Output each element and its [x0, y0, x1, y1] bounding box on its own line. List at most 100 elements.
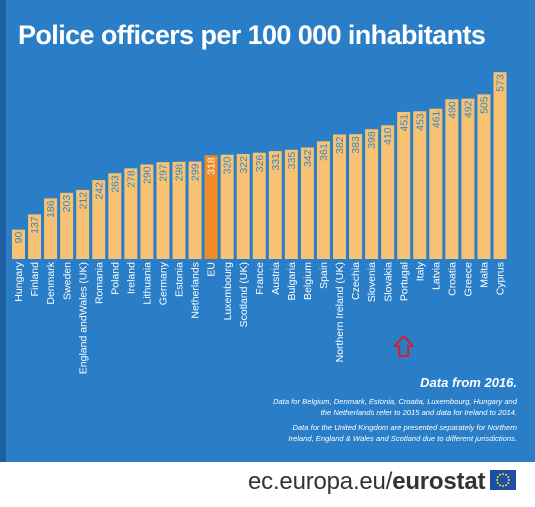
category-label: Italy [414, 261, 426, 281]
value-label: 322 [238, 156, 250, 174]
category-label: Romania [93, 262, 105, 304]
bar-romania [92, 180, 106, 259]
category-label: Slovenia [366, 262, 378, 302]
value-label: 299 [190, 163, 202, 181]
up-arrow-icon [393, 335, 414, 357]
eu-flag-icon [490, 470, 516, 490]
value-label: 290 [142, 166, 154, 184]
bar-estonia [172, 161, 186, 259]
value-label: 186 [45, 200, 57, 218]
uk-jurisdiction-note: Data for the United Kingdom are presente… [288, 423, 517, 443]
category-label: Croatia [446, 262, 458, 296]
category-label: Greece [463, 262, 475, 297]
value-label: 492 [463, 100, 475, 118]
category-label: Northern Ireland (UK) [334, 262, 346, 362]
bar-slovenia [365, 129, 379, 259]
bar-spain [316, 141, 330, 259]
category-label: Cyprus [495, 262, 507, 295]
bar-portugal [397, 111, 411, 259]
bar-finland [28, 214, 42, 259]
bar-malta [477, 94, 491, 260]
category-label: Austria [270, 262, 282, 295]
category-label: Netherlands [190, 262, 202, 319]
bar-latvia [429, 108, 443, 260]
chart-title: Police officers per 100 000 inhabitants [18, 20, 486, 50]
category-label: Germany [158, 261, 170, 305]
category-label: Finland [29, 262, 41, 297]
bar-chart: 90 Hungary 137 Finland 186 Denmark 203 Sweden 21… [12, 72, 507, 374]
data-year-note: Data from 2016. [420, 375, 517, 390]
bar-croatia [445, 99, 459, 259]
bar-cyprus [493, 72, 507, 260]
value-label: 298 [174, 164, 186, 182]
value-label: 573 [495, 74, 507, 92]
category-label: Slovakia [382, 262, 394, 302]
bar-poland [108, 173, 122, 259]
bar-eu [204, 155, 218, 259]
bar-lithuania [140, 164, 154, 259]
category-label: Malta [479, 262, 491, 288]
value-label: 461 [430, 111, 442, 129]
bar-greece [461, 98, 475, 259]
category-label: Czechia [350, 262, 362, 300]
bar-austria [268, 151, 282, 259]
value-label: 342 [302, 149, 314, 167]
value-label: 451 [398, 114, 410, 132]
value-label: 398 [366, 131, 378, 149]
value-label: 297 [158, 164, 170, 182]
data-reference-note: Data for Belgium, Denmark, Estonia, Croa… [273, 397, 517, 417]
value-label: 90 [13, 232, 25, 244]
left-accent-bar [0, 0, 6, 462]
bar-ireland [124, 168, 138, 259]
bar-scotland-uk- [236, 154, 250, 259]
category-label: Poland [109, 262, 121, 295]
value-label: 320 [222, 157, 234, 175]
value-label: 212 [77, 192, 89, 210]
category-label: Lithuania [142, 262, 154, 305]
bar-netherlands [188, 161, 202, 259]
value-label: 490 [446, 101, 458, 119]
value-label: 242 [93, 182, 105, 200]
category-label: England andWales (UK) [77, 262, 89, 374]
value-label: 335 [286, 152, 298, 170]
category-label: Portugal [398, 262, 410, 301]
category-label: Bulgaria [286, 262, 298, 301]
category-label: Latvia [430, 262, 442, 290]
value-label: 263 [109, 175, 121, 193]
bar-germany [156, 162, 170, 259]
category-label: Sweden [61, 262, 73, 300]
bar-czechia [349, 134, 363, 259]
bar-sweden [60, 192, 74, 259]
bar-england-andwales-uk- [76, 189, 90, 259]
value-label: 410 [382, 127, 394, 145]
value-label: 137 [29, 216, 41, 234]
category-label: Spain [318, 262, 330, 289]
value-label: 383 [350, 136, 362, 154]
value-label: 505 [479, 96, 491, 114]
bar-italy [413, 111, 427, 260]
bar-northern-ireland-uk- [333, 134, 346, 259]
value-label: 326 [254, 155, 266, 173]
category-label: Belgium [302, 262, 314, 300]
value-label: 278 [125, 170, 137, 188]
value-label: 453 [414, 113, 426, 131]
bar-belgium [300, 147, 314, 259]
bar-france [252, 152, 266, 259]
bar-slovakia [381, 125, 395, 259]
bar-hungary [12, 229, 25, 259]
footer-brand: eurostat [392, 468, 486, 495]
bar-denmark [44, 198, 58, 259]
bar-luxembourg [220, 154, 234, 259]
value-label: 331 [270, 153, 282, 171]
value-label: 382 [334, 136, 346, 154]
category-label: France [254, 262, 266, 295]
value-label: 318 [206, 157, 218, 175]
bar-bulgaria [284, 149, 298, 259]
footer-site: ec.europa.eu/ [248, 468, 393, 495]
value-label: 361 [318, 143, 330, 161]
footer-url[interactable]: ec.europa.eu/eurostat [248, 468, 485, 496]
category-label: EU [206, 262, 218, 277]
category-label: Scotland (UK) [238, 262, 250, 327]
value-label: 203 [61, 195, 73, 213]
category-label: Luxembourg [222, 262, 234, 321]
